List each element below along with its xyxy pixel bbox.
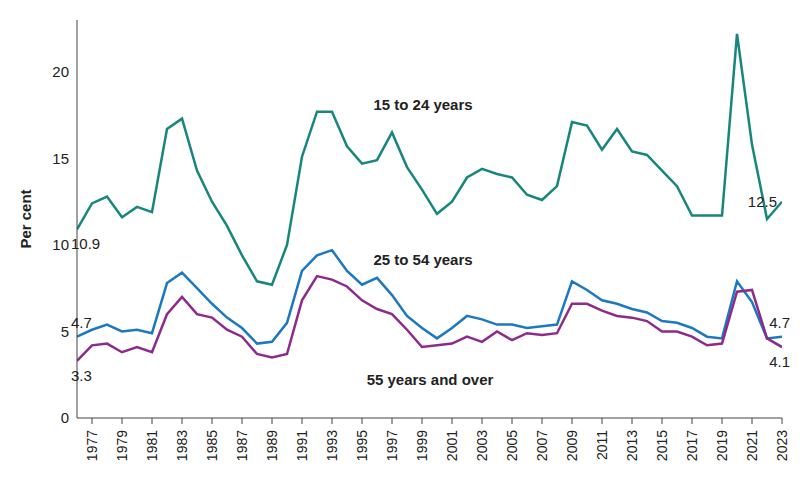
svg-text:2019: 2019 bbox=[714, 430, 730, 461]
svg-text:3.3: 3.3 bbox=[71, 367, 92, 384]
svg-text:15: 15 bbox=[52, 150, 69, 167]
svg-text:10.9: 10.9 bbox=[71, 235, 100, 252]
svg-text:2015: 2015 bbox=[654, 430, 670, 461]
svg-text:1979: 1979 bbox=[114, 430, 130, 461]
svg-text:1999: 1999 bbox=[414, 430, 430, 461]
svg-text:20: 20 bbox=[52, 63, 69, 80]
svg-text:1977: 1977 bbox=[84, 430, 100, 461]
svg-text:2023: 2023 bbox=[774, 430, 790, 461]
svg-text:1991: 1991 bbox=[294, 430, 310, 461]
svg-text:1981: 1981 bbox=[144, 430, 160, 461]
html-text:55 years and over: 55 years and over bbox=[366, 371, 494, 388]
html-text:15 to 24 years: 15 to 24 years bbox=[373, 96, 473, 113]
svg-text:1995: 1995 bbox=[354, 430, 370, 461]
svg-text:1997: 1997 bbox=[384, 430, 400, 461]
svg-text:2011: 2011 bbox=[594, 430, 610, 460]
svg-text:Per cent: Per cent bbox=[17, 189, 34, 248]
svg-text:2009: 2009 bbox=[564, 430, 580, 461]
svg-text:2021: 2021 bbox=[744, 430, 760, 461]
svg-text:2013: 2013 bbox=[624, 430, 640, 461]
svg-text:2001: 2001 bbox=[444, 430, 460, 461]
svg-text:12.5: 12.5 bbox=[748, 193, 777, 210]
svg-text:1983: 1983 bbox=[174, 430, 190, 461]
svg-text:4.7: 4.7 bbox=[71, 314, 92, 331]
svg-text:1989: 1989 bbox=[264, 430, 280, 461]
svg-text:2017: 2017 bbox=[684, 430, 700, 461]
svg-text:2003: 2003 bbox=[474, 430, 490, 461]
svg-text:2005: 2005 bbox=[504, 430, 520, 461]
svg-text:0: 0 bbox=[61, 409, 69, 426]
html-text:25 to 54 years: 25 to 54 years bbox=[373, 251, 473, 268]
svg-text:10: 10 bbox=[52, 236, 69, 253]
svg-text:1987: 1987 bbox=[234, 430, 250, 461]
svg-text:5: 5 bbox=[61, 323, 69, 340]
svg-text:2007: 2007 bbox=[534, 430, 550, 461]
svg-text:4.1: 4.1 bbox=[769, 353, 790, 370]
svg-text:1985: 1985 bbox=[204, 430, 220, 461]
svg-text:4.7: 4.7 bbox=[769, 314, 790, 331]
svg-text:1993: 1993 bbox=[324, 430, 340, 461]
